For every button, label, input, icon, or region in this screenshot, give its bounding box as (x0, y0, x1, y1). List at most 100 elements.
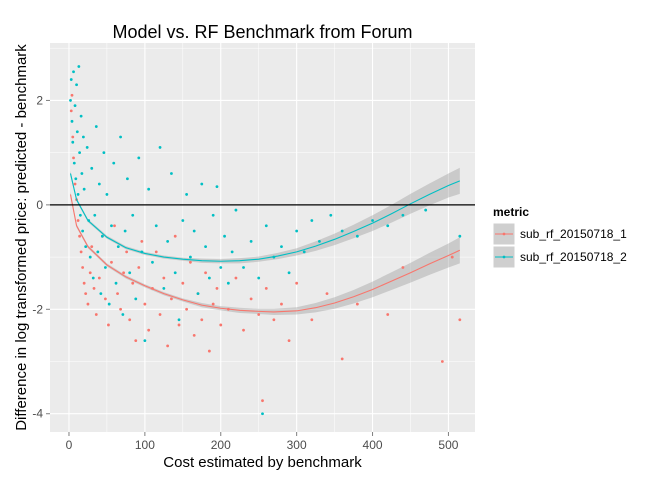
data-point (154, 224, 158, 228)
data-point (121, 313, 125, 316)
data-point (143, 339, 147, 343)
data-point (78, 151, 81, 155)
data-point (110, 224, 113, 228)
data-point (71, 135, 75, 139)
data-point (131, 213, 135, 217)
legend-items: sub_rf_20150718_1 sub_rf_20150718_2 (492, 222, 627, 269)
data-point (71, 140, 75, 144)
chart-title: Model vs. RF Benchmark from Forum (112, 22, 412, 42)
data-point (131, 281, 135, 285)
data-point (219, 266, 223, 269)
data-point (93, 213, 97, 217)
data-point (74, 177, 78, 181)
data-point (73, 182, 77, 186)
data-point (450, 255, 454, 259)
data-point (386, 224, 390, 228)
data-point (170, 297, 173, 301)
data-point (371, 219, 374, 222)
data-point (318, 240, 321, 243)
data-point (192, 229, 196, 233)
data-point (424, 208, 428, 212)
x-tick-label: 0 (66, 438, 73, 452)
data-point (355, 234, 359, 238)
data-point (340, 229, 344, 233)
data-point (219, 323, 223, 327)
data-point (90, 166, 94, 170)
data-point (192, 334, 196, 337)
x-tick-label: 200 (211, 438, 231, 452)
y-tick-label: 2 (36, 93, 43, 107)
data-point (90, 245, 94, 249)
data-point (401, 266, 405, 269)
data-point (114, 281, 118, 285)
grid-lines (50, 43, 475, 432)
data-point (72, 156, 75, 160)
data-point (76, 193, 80, 196)
data-point (104, 266, 107, 269)
data-point (234, 276, 238, 280)
axes: 0 100 200 300 400 500 -4 -2 0 2 (32, 93, 458, 452)
y-tick-label: 0 (36, 198, 43, 212)
data-point (107, 302, 111, 306)
data-point (386, 313, 390, 316)
data-point (325, 292, 329, 296)
confidence-bands (70, 167, 460, 316)
data-point (116, 292, 119, 296)
data-point (69, 109, 73, 113)
data-point (116, 245, 120, 249)
data-point (75, 130, 79, 134)
data-point (88, 271, 92, 275)
data-point (134, 339, 138, 343)
data-point (177, 323, 181, 327)
data-point (340, 357, 344, 361)
data-point (82, 187, 86, 191)
data-point (200, 182, 204, 186)
data-point (110, 260, 113, 264)
legend-label: sub_rf_20150718_1 (520, 227, 627, 241)
data-point (97, 182, 101, 186)
data-point (119, 135, 122, 139)
smooth-line (69, 194, 461, 313)
data-point (154, 250, 158, 254)
data-point (211, 302, 215, 306)
data-point (84, 245, 88, 249)
data-point (137, 266, 141, 269)
data-point (257, 313, 261, 316)
data-point (76, 219, 80, 222)
data-point (81, 135, 85, 139)
legend-label: sub_rf_20150718_2 (520, 250, 627, 264)
data-point (204, 271, 207, 275)
data-point (173, 234, 177, 238)
data-point (147, 187, 151, 191)
data-point (81, 266, 85, 269)
x-tick-label: 100 (135, 438, 155, 452)
data-point (173, 271, 177, 275)
data-point (189, 255, 192, 259)
data-point (94, 125, 98, 128)
data-point (264, 224, 268, 228)
data-point (105, 193, 109, 196)
legend-key-point (502, 255, 506, 259)
y-tick-label: -2 (32, 302, 43, 316)
data-point (181, 219, 185, 222)
data-point (181, 281, 185, 285)
y-tick-label: -4 (32, 407, 43, 421)
data-point (249, 297, 253, 301)
data-point (128, 318, 132, 322)
data-point (126, 177, 129, 181)
data-point (287, 339, 291, 343)
legend: metric sub_rf_20150718_1sub_rf_20150718_… (492, 205, 627, 269)
data-point (113, 224, 116, 228)
data-point (79, 250, 83, 254)
data-point (158, 146, 162, 149)
data-point (72, 70, 75, 74)
data-point (79, 114, 83, 118)
data-point (70, 119, 74, 123)
data-point (134, 297, 138, 301)
y-axis-label: Difference in log transformed price: pre… (13, 44, 30, 431)
data-point (287, 271, 291, 275)
data-point (230, 250, 234, 254)
data-point (401, 213, 405, 217)
